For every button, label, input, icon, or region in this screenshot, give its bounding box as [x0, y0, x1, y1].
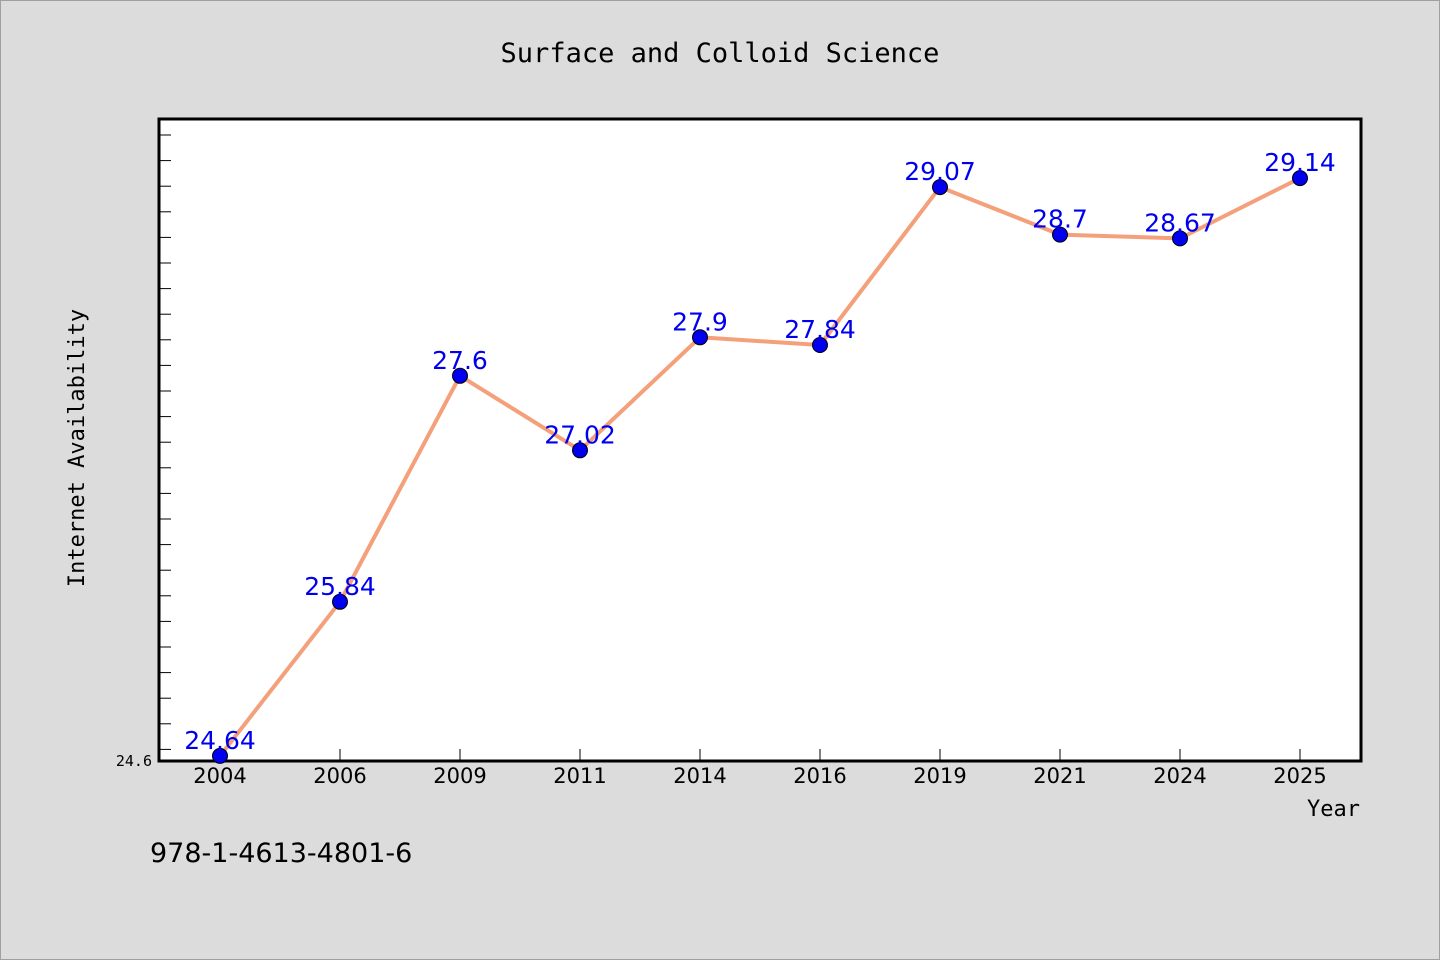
- plot-area: [157, 117, 1363, 763]
- x-tick-label: 2019: [913, 764, 966, 788]
- x-tick-label: 2025: [1273, 764, 1326, 788]
- y-tick-label: 24.6: [116, 752, 152, 770]
- data-label: 27.02: [544, 420, 616, 449]
- data-label: 29.14: [1264, 148, 1336, 177]
- data-label: 28.7: [1032, 205, 1088, 234]
- x-axis-ticks: 2004 2006 2009 2011 2014 2016 2019 2021 2024 2025: [193, 749, 1327, 788]
- x-tick-label: 2014: [673, 764, 726, 788]
- chart-title: Surface and Colloid Science: [501, 38, 940, 69]
- x-tick-label: 2006: [313, 764, 366, 788]
- data-label: 27.6: [432, 346, 488, 375]
- x-tick-label: 2021: [1033, 764, 1086, 788]
- x-tick-label: 2009: [433, 764, 486, 788]
- data-point: [812, 337, 828, 353]
- isbn-text: 978-1-4613-4801-6: [150, 838, 412, 869]
- x-tick-label: 2004: [193, 764, 246, 788]
- data-point: [932, 179, 948, 196]
- data-point: [1292, 170, 1308, 187]
- x-tick-label: 2024: [1153, 764, 1206, 788]
- data-point: [332, 593, 348, 610]
- series-line: [218, 176, 1301, 758]
- x-axis-label: Year: [1307, 797, 1360, 822]
- data-label: 27.9: [672, 307, 728, 336]
- data-label: 29.07: [904, 157, 976, 186]
- x-tick-label: 2016: [793, 764, 846, 788]
- data-point: [692, 329, 708, 346]
- data-point: [452, 367, 468, 384]
- data-label: 25.84: [304, 572, 376, 601]
- y-axis-label: Internet Availability: [65, 309, 90, 587]
- y-axis-ticks: [159, 134, 171, 750]
- data-point: [212, 747, 228, 764]
- x-tick-label: 2011: [553, 764, 606, 788]
- series-layer: 24.64 25.84 27.6 27.02 27.9 27.84 29.07 28.7 28.…: [184, 148, 1336, 764]
- data-label: 27.84: [784, 315, 856, 344]
- data-point: [1052, 226, 1068, 243]
- data-point: [1172, 230, 1188, 247]
- data-label: 28.67: [1144, 208, 1216, 237]
- data-label: 24.64: [184, 726, 256, 755]
- data-point: [572, 442, 588, 459]
